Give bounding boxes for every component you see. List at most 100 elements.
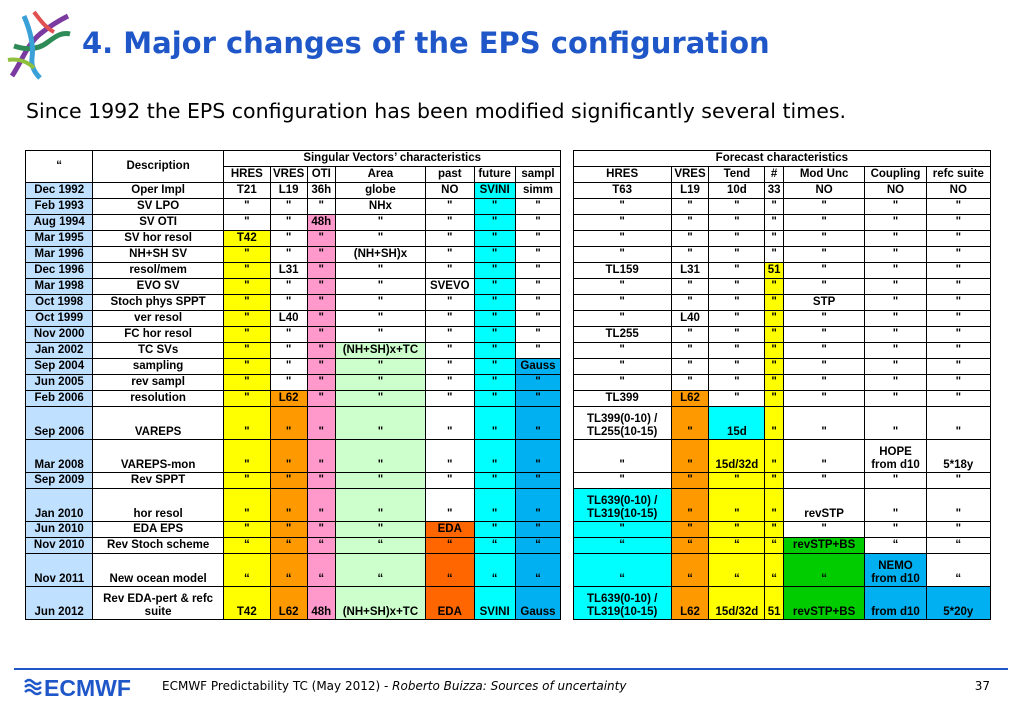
sv-cell: " (424, 488, 475, 522)
sv-cell: T21 (222, 182, 271, 199)
fc-cell: " (764, 214, 784, 231)
fc-cell: " (572, 230, 672, 247)
sv-cell: " (269, 406, 308, 440)
fc-cell: 10d (708, 182, 766, 199)
sv-cell: " (514, 342, 562, 359)
fc-cell: “ (864, 537, 927, 554)
row-description: VAREPS-mon (92, 439, 224, 473)
sv-cell: " (269, 198, 308, 215)
fc-cell: " (925, 310, 992, 327)
sv-cell: “ (222, 553, 271, 587)
sv-cell: " (514, 230, 562, 247)
sv-cell: “ (306, 553, 337, 587)
fc-cell: L31 (670, 262, 710, 279)
sv-cell: " (306, 342, 337, 359)
fc-cell: TL399 (572, 390, 672, 407)
table-row: Jan 2002 TC SVs " " " (NH+SH)x+TC " " " " " " " " " " (24, 342, 992, 359)
fc-cell: " (925, 472, 992, 489)
column-gap (560, 230, 574, 247)
sv-cell: L31 (269, 262, 308, 279)
row-date: Jun 2005 (24, 374, 94, 391)
fc-cell: " (925, 326, 992, 343)
sv-cell: " (473, 521, 516, 538)
fc-cell: " (764, 472, 784, 489)
sv-cell: " (306, 390, 337, 407)
sv-cell: " (514, 406, 562, 440)
fc-cell: " (764, 342, 784, 359)
slide-title: 4. Major changes of the EPS configuratio… (82, 26, 770, 60)
column-gap (560, 406, 574, 440)
fc-cell: " (764, 374, 784, 391)
sv-cell: " (335, 278, 426, 295)
fc-cell: " (670, 472, 710, 489)
fc-cell: revSTP+BS (782, 586, 866, 620)
sv-cell: " (222, 278, 271, 295)
fc-cell: from d10 (864, 586, 927, 620)
sv-cell: " (514, 278, 562, 295)
column-gap (560, 374, 574, 391)
sv-cell: " (514, 326, 562, 343)
fc-cell: “ (925, 553, 992, 587)
sv-cell: " (269, 374, 308, 391)
sv-cell: “ (306, 537, 337, 554)
table-row: Nov 2011 New ocean model ““““““““““““NEMO … (24, 553, 992, 587)
sv-cell: " (222, 342, 271, 359)
fc-cell: " (670, 521, 710, 538)
table-row: Feb 2006 resolution " L62 " " " " " TL399 L62 " " " " " (24, 390, 992, 407)
fc-cell: " (925, 246, 992, 263)
fc-cell: " (782, 472, 866, 489)
sv-cell: NO (424, 182, 475, 199)
fc-cell: " (764, 278, 784, 295)
fc-cell: " (864, 390, 927, 407)
row-date: Aug 1994 (24, 214, 94, 231)
fc-cell: " (864, 198, 927, 215)
fc-cell: " (764, 439, 784, 473)
slide-subtitle: Since 1992 the EPS configuration has bee… (26, 99, 847, 123)
sv-cell: " (473, 390, 516, 407)
row-date: Feb 1993 (24, 198, 94, 215)
fc-cell: " (782, 326, 866, 343)
sv-cell: T42 (222, 230, 271, 247)
column-gap (560, 586, 574, 620)
sv-cell: " (269, 230, 308, 247)
fc-cell: 5*20y (925, 586, 992, 620)
sv-cell: " (306, 262, 337, 279)
fc-cell: " (764, 406, 784, 440)
sv-cell: " (269, 326, 308, 343)
footer-event: ECMWF Predictability TC (May 2012) - (162, 679, 393, 693)
sv-cell: “ (514, 537, 562, 554)
row-description: resol/mem (92, 262, 224, 279)
page-number: 37 (974, 679, 990, 693)
fc-cell: " (572, 358, 672, 375)
column-gap (560, 310, 574, 327)
sv-cell: " (424, 472, 475, 489)
sv-cell: " (222, 214, 271, 231)
sv-cell: " (306, 406, 337, 440)
fc-cell: " (782, 198, 866, 215)
fc-cell: " (782, 342, 866, 359)
sv-cell: " (269, 342, 308, 359)
column-gap (560, 342, 574, 359)
row-description: EDA EPS (92, 521, 224, 538)
row-date: Mar 2008 (24, 439, 94, 473)
fc-cell: " (864, 230, 927, 247)
fc-cell: " (925, 278, 992, 295)
fc-cell: “ (782, 553, 866, 587)
fc-cell: " (670, 406, 710, 440)
sv-cell: " (514, 488, 562, 522)
header-sv-col: HRES (222, 166, 271, 183)
column-gap (560, 488, 574, 522)
sv-cell: " (473, 472, 516, 489)
row-date: Jan 2010 (24, 488, 94, 522)
fc-cell: " (864, 326, 927, 343)
row-description: VAREPS (92, 406, 224, 440)
sv-cell: L40 (269, 310, 308, 327)
sv-cell: " (473, 358, 516, 375)
sv-cell: L19 (269, 182, 308, 199)
fc-cell: " (708, 310, 766, 327)
fc-cell: " (670, 342, 710, 359)
header-fc-group: Forecast characteristics (572, 150, 992, 167)
sv-cell: " (222, 406, 271, 440)
row-date: Mar 1996 (24, 246, 94, 263)
fc-cell: " (572, 294, 672, 311)
